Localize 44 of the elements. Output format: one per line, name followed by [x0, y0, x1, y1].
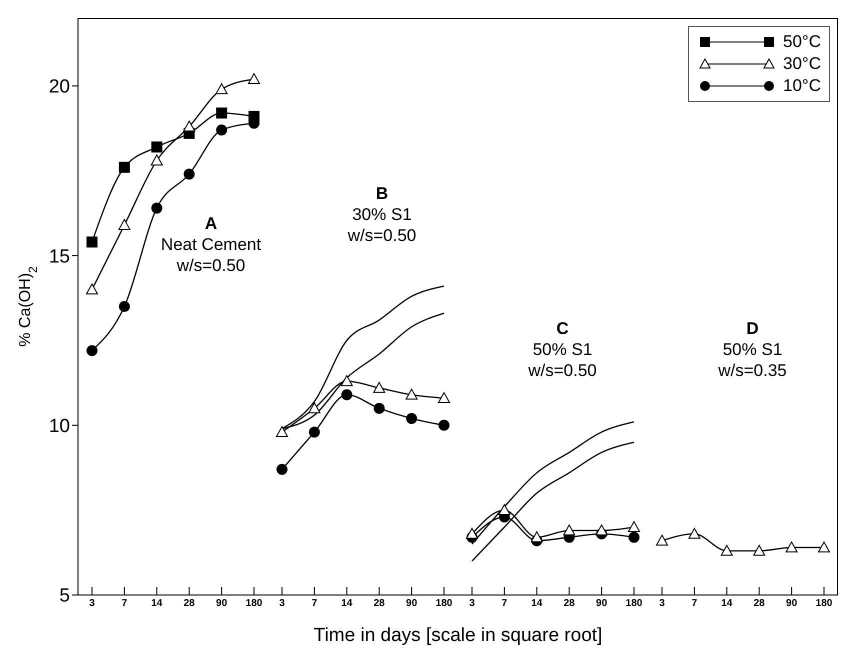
x-tick-label: 3: [279, 598, 286, 610]
annotation: B: [374, 183, 390, 204]
annotation: 50% S1: [532, 339, 594, 360]
x-tick-label: 7: [692, 598, 698, 610]
x-tick-label: 7: [312, 598, 318, 610]
y-tick-label: 20: [48, 76, 70, 98]
x-tick-label: 180: [246, 598, 263, 610]
x-tick-label: 3: [469, 598, 476, 610]
x-tick-label: 180: [626, 598, 643, 610]
x-tick-label: 90: [596, 598, 608, 610]
x-tick-label: 3: [659, 598, 666, 610]
x-tick-label: 28: [184, 598, 196, 610]
y-tick-label: 10: [48, 416, 70, 438]
x-tick-label: 3: [89, 598, 96, 610]
y-tick-label: 5: [59, 586, 70, 607]
x-tick-label: 7: [122, 598, 128, 610]
annotation: D: [745, 318, 760, 339]
x-axis-title: Time in days [scale in square root]: [312, 625, 604, 646]
x-tick-label: 28: [374, 598, 386, 610]
x-tick-label: 90: [216, 598, 228, 610]
annotation: A: [204, 213, 218, 234]
x-tick-label: 180: [436, 598, 453, 610]
x-tick-label: 7: [502, 598, 508, 610]
annotation: w/s=0.50: [176, 255, 246, 276]
x-tick-label: 90: [406, 598, 418, 610]
annotation: w/s=0.50: [348, 225, 416, 246]
annotation: w/s=0.50: [528, 360, 597, 381]
legend-label: 10°C: [783, 76, 821, 96]
legend-label: 30°C: [783, 54, 821, 74]
x-tick-label: 14: [531, 598, 543, 610]
x-tick-label: 28: [754, 598, 766, 610]
x-tick-label: 14: [151, 598, 163, 610]
annotation: C: [555, 318, 570, 339]
x-tick-label: 180: [816, 598, 833, 610]
annotation: 30% S1: [351, 204, 413, 225]
annotation: 50% S1: [722, 339, 784, 360]
x-tick-label: 14: [721, 598, 733, 610]
annotation: Neat Cement: [160, 234, 262, 255]
x-tick-label: 14: [341, 598, 353, 610]
legend-label: 50°C: [783, 32, 821, 52]
y-tick-label: 15: [48, 246, 70, 268]
annotation: w/s=0.35: [718, 360, 787, 381]
x-tick-label: 90: [786, 598, 798, 610]
x-tick-label: 28: [564, 598, 576, 610]
